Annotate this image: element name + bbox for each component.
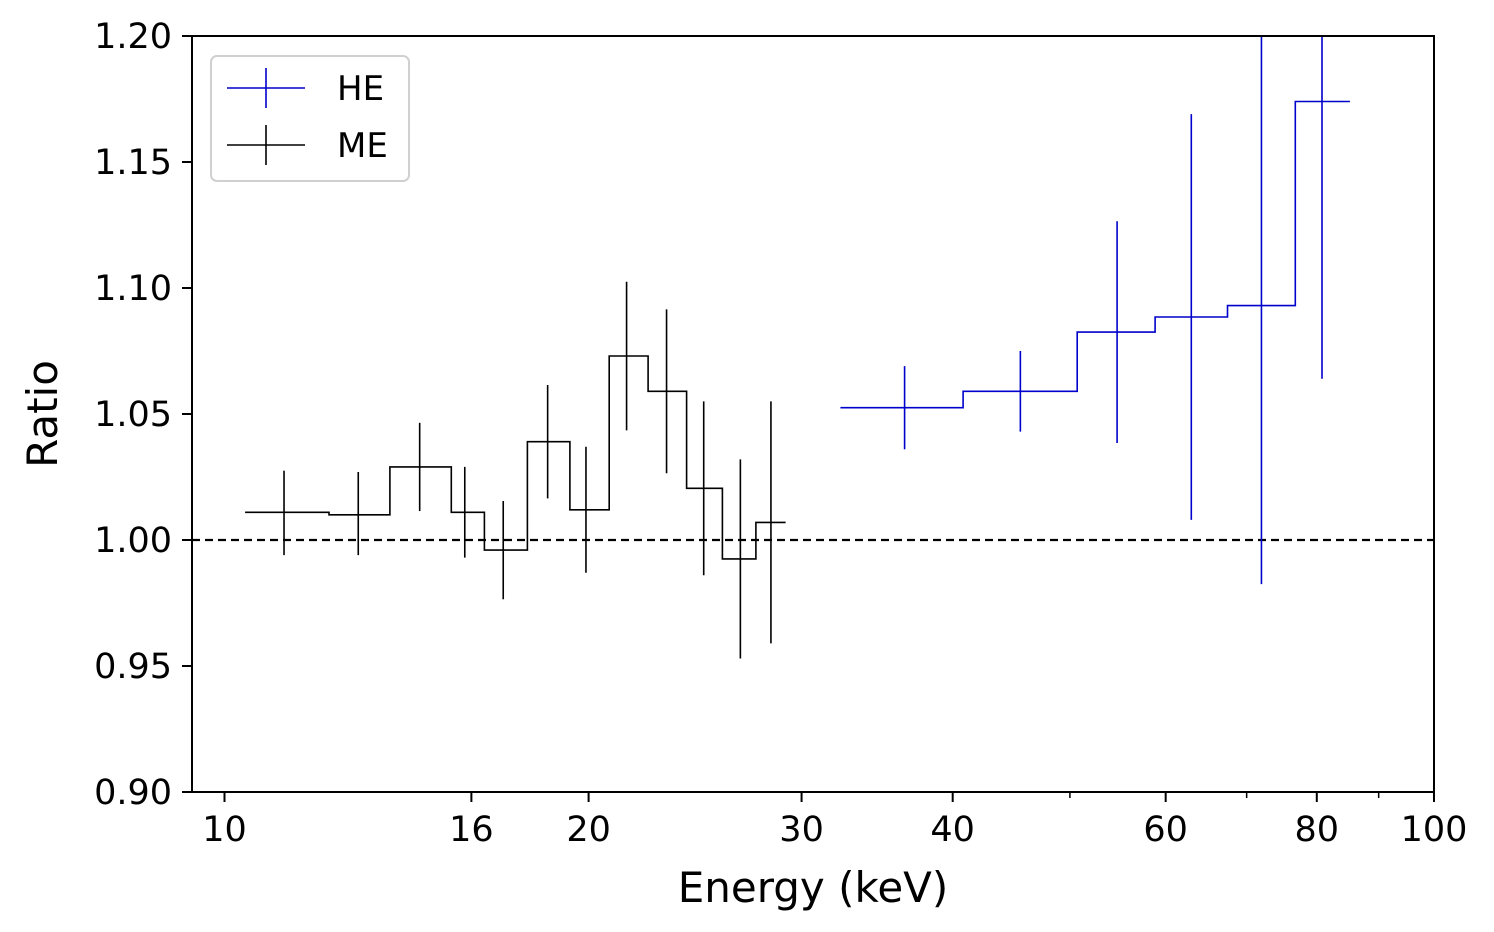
data-layer bbox=[245, 36, 1350, 659]
y-tick-label-1.05: 1.05 bbox=[94, 395, 172, 435]
x-axis-label: Energy (keV) bbox=[678, 863, 949, 912]
x-tick-label-16: 16 bbox=[449, 810, 494, 850]
x-tick-label-60: 60 bbox=[1143, 810, 1188, 850]
x-tick-label-20: 20 bbox=[566, 810, 611, 850]
legend-he-label: HE bbox=[337, 69, 384, 109]
series-he bbox=[840, 36, 1350, 585]
x-tick-label-100: 100 bbox=[1401, 810, 1468, 850]
y-axis-label: Ratio bbox=[18, 360, 67, 468]
legend: HE ME bbox=[210, 55, 410, 182]
axis-ticks: 10 16 20 30 40 60 80 100 0.90 0.95 1.00 1.05 1.10 1.1… bbox=[94, 17, 1467, 850]
y-tick-label-0.95: 0.95 bbox=[94, 647, 172, 687]
series-he-step-line bbox=[840, 100, 1350, 409]
series-me bbox=[245, 281, 786, 659]
x-tick-label-10: 10 bbox=[202, 810, 247, 850]
x-tick-label-80: 80 bbox=[1295, 810, 1340, 850]
y-tick-label-1.10: 1.10 bbox=[94, 269, 172, 309]
x-tick-label-30: 30 bbox=[779, 810, 824, 850]
y-tick-label-1.20: 1.20 bbox=[94, 17, 172, 57]
series-me-step-line bbox=[245, 355, 786, 560]
legend-me-label: ME bbox=[337, 126, 388, 166]
y-tick-label-1.15: 1.15 bbox=[94, 143, 172, 183]
y-tick-label-1.00: 1.00 bbox=[94, 521, 172, 561]
x-tick-label-40: 40 bbox=[930, 810, 975, 850]
y-tick-label-0.90: 0.90 bbox=[94, 773, 172, 813]
